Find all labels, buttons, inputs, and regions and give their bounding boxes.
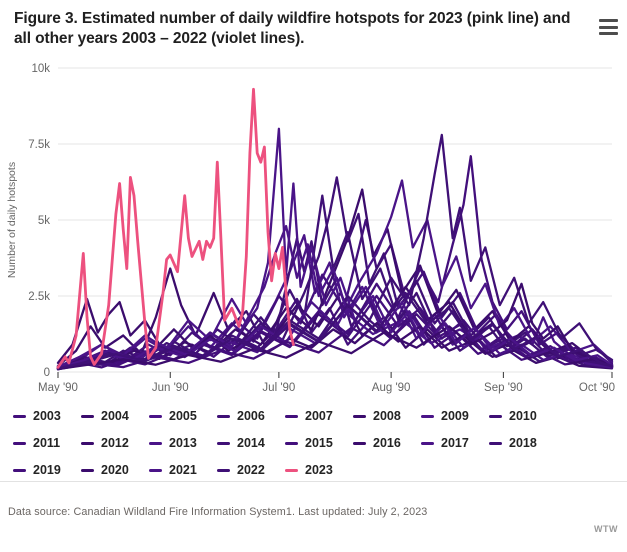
wtw-logo: WTW xyxy=(594,524,618,534)
legend-label: 2013 xyxy=(169,436,197,450)
legend-item-2012[interactable]: 2012 xyxy=(81,435,149,451)
legend-swatch-icon xyxy=(13,468,26,472)
legend-item-2016[interactable]: 2016 xyxy=(353,435,421,451)
legend-swatch-icon xyxy=(285,414,298,418)
legend-swatch-icon xyxy=(285,468,298,472)
series-2022-line xyxy=(56,291,614,370)
legend-label: 2003 xyxy=(33,409,61,423)
legend-label: 2004 xyxy=(101,409,129,423)
footer: Data source: Canadian Wildland Fire Info… xyxy=(0,481,627,552)
legend-item-2015[interactable]: 2015 xyxy=(285,435,353,451)
y-tick-label: 10k xyxy=(31,63,50,75)
legend-item-2013[interactable]: 2013 xyxy=(149,435,217,451)
legend-item-2009[interactable]: 2009 xyxy=(421,408,489,424)
legend-item-2018[interactable]: 2018 xyxy=(489,435,557,451)
legend-item-2004[interactable]: 2004 xyxy=(81,408,149,424)
legend-item-2017[interactable]: 2017 xyxy=(421,435,489,451)
chart-legend: 2003 2004 2005 2006 2007 2008 2009 2010 2011 2012… xyxy=(13,408,557,478)
legend-swatch-icon xyxy=(13,414,26,418)
legend-label: 2014 xyxy=(237,436,265,450)
legend-item-2022[interactable]: 2022 xyxy=(217,462,285,478)
series-2021-line xyxy=(56,224,614,369)
y-tick-label: 7.5k xyxy=(28,139,50,151)
legend-label: 2008 xyxy=(373,409,401,423)
legend-swatch-icon xyxy=(217,441,230,445)
hamburger-menu-button[interactable] xyxy=(599,19,618,35)
legend-item-2005[interactable]: 2005 xyxy=(149,408,217,424)
figure-title: Figure 3. Estimated number of daily wild… xyxy=(14,10,571,48)
series-2020-line xyxy=(56,282,614,371)
legend-swatch-icon xyxy=(81,468,94,472)
x-tick-label: Sep '90 xyxy=(484,382,523,394)
x-tick-label: May '90 xyxy=(38,382,78,394)
series-2017-line xyxy=(56,179,614,370)
legend-label: 2022 xyxy=(237,463,265,477)
hamburger-bar xyxy=(599,32,618,35)
legend-label: 2023 xyxy=(305,463,333,477)
legend-label: 2018 xyxy=(509,436,537,450)
data-source-note: Data source: Canadian Wildland Fire Info… xyxy=(8,506,428,518)
legend-swatch-icon xyxy=(13,441,26,445)
legend-label: 2005 xyxy=(169,409,197,423)
chart-area: 0 2.5k 5k 7.5k 10k May '90 Jun '90 Jul '90 Aug '… xyxy=(0,57,627,402)
legend-label: 2017 xyxy=(441,436,469,450)
legend-swatch-icon xyxy=(149,468,162,472)
legend-label: 2020 xyxy=(101,463,129,477)
legend-label: 2012 xyxy=(101,436,129,450)
y-tick-label: 2.5k xyxy=(28,291,50,303)
legend-swatch-icon xyxy=(353,441,366,445)
legend-item-2014[interactable]: 2014 xyxy=(217,435,285,451)
legend-item-2006[interactable]: 2006 xyxy=(217,408,285,424)
series-2013-line xyxy=(56,127,614,369)
legend-swatch-icon xyxy=(149,441,162,445)
hamburger-bar xyxy=(599,25,618,29)
legend-swatch-icon xyxy=(353,414,366,418)
legend-swatch-icon xyxy=(489,441,502,445)
legend-item-2011[interactable]: 2011 xyxy=(13,435,81,451)
legend-item-2008[interactable]: 2008 xyxy=(353,408,421,424)
legend-item-2010[interactable]: 2010 xyxy=(489,408,557,424)
series-2023-line xyxy=(56,87,295,369)
legend-label: 2010 xyxy=(509,409,537,423)
legend-label: 2009 xyxy=(441,409,469,423)
legend-swatch-icon xyxy=(489,414,502,418)
legend-item-2019[interactable]: 2019 xyxy=(13,462,81,478)
legend-item-2007[interactable]: 2007 xyxy=(285,408,353,424)
legend-item-2021[interactable]: 2021 xyxy=(149,462,217,478)
series-2019-line xyxy=(56,313,614,371)
legend-swatch-icon xyxy=(217,414,230,418)
legend-label: 2021 xyxy=(169,463,197,477)
legend-label: 2007 xyxy=(305,409,333,423)
line-chart: 0 2.5k 5k 7.5k 10k May '90 Jun '90 Jul '90 Aug '… xyxy=(6,63,615,394)
legend-item-2020[interactable]: 2020 xyxy=(81,462,149,478)
legend-label: 2019 xyxy=(33,463,61,477)
legend-swatch-icon xyxy=(149,414,162,418)
legend-label: 2006 xyxy=(237,409,265,423)
series-2018-line xyxy=(56,133,614,370)
legend-swatch-icon xyxy=(421,441,434,445)
legend-label: 2015 xyxy=(305,436,333,450)
legend-label: 2016 xyxy=(373,436,401,450)
x-tick-label: Jul '90 xyxy=(262,382,295,394)
legend-swatch-icon xyxy=(217,468,230,472)
legend-swatch-icon xyxy=(81,441,94,445)
legend-swatch-icon xyxy=(421,414,434,418)
x-tick-label: Aug '90 xyxy=(372,382,411,394)
hamburger-bar xyxy=(599,19,618,22)
legend-item-2023[interactable]: 2023 xyxy=(285,462,353,478)
y-tick-label: 0 xyxy=(44,367,50,379)
y-axis-title: Number of daily hotspots xyxy=(6,162,18,278)
y-tick-label: 5k xyxy=(38,215,50,227)
legend-label: 2011 xyxy=(33,436,61,450)
legend-swatch-icon xyxy=(81,414,94,418)
x-tick-label: Jun '90 xyxy=(152,382,189,394)
x-tick-label: Oct '90 xyxy=(579,382,615,394)
legend-item-2003[interactable]: 2003 xyxy=(13,408,81,424)
legend-swatch-icon xyxy=(285,441,298,445)
